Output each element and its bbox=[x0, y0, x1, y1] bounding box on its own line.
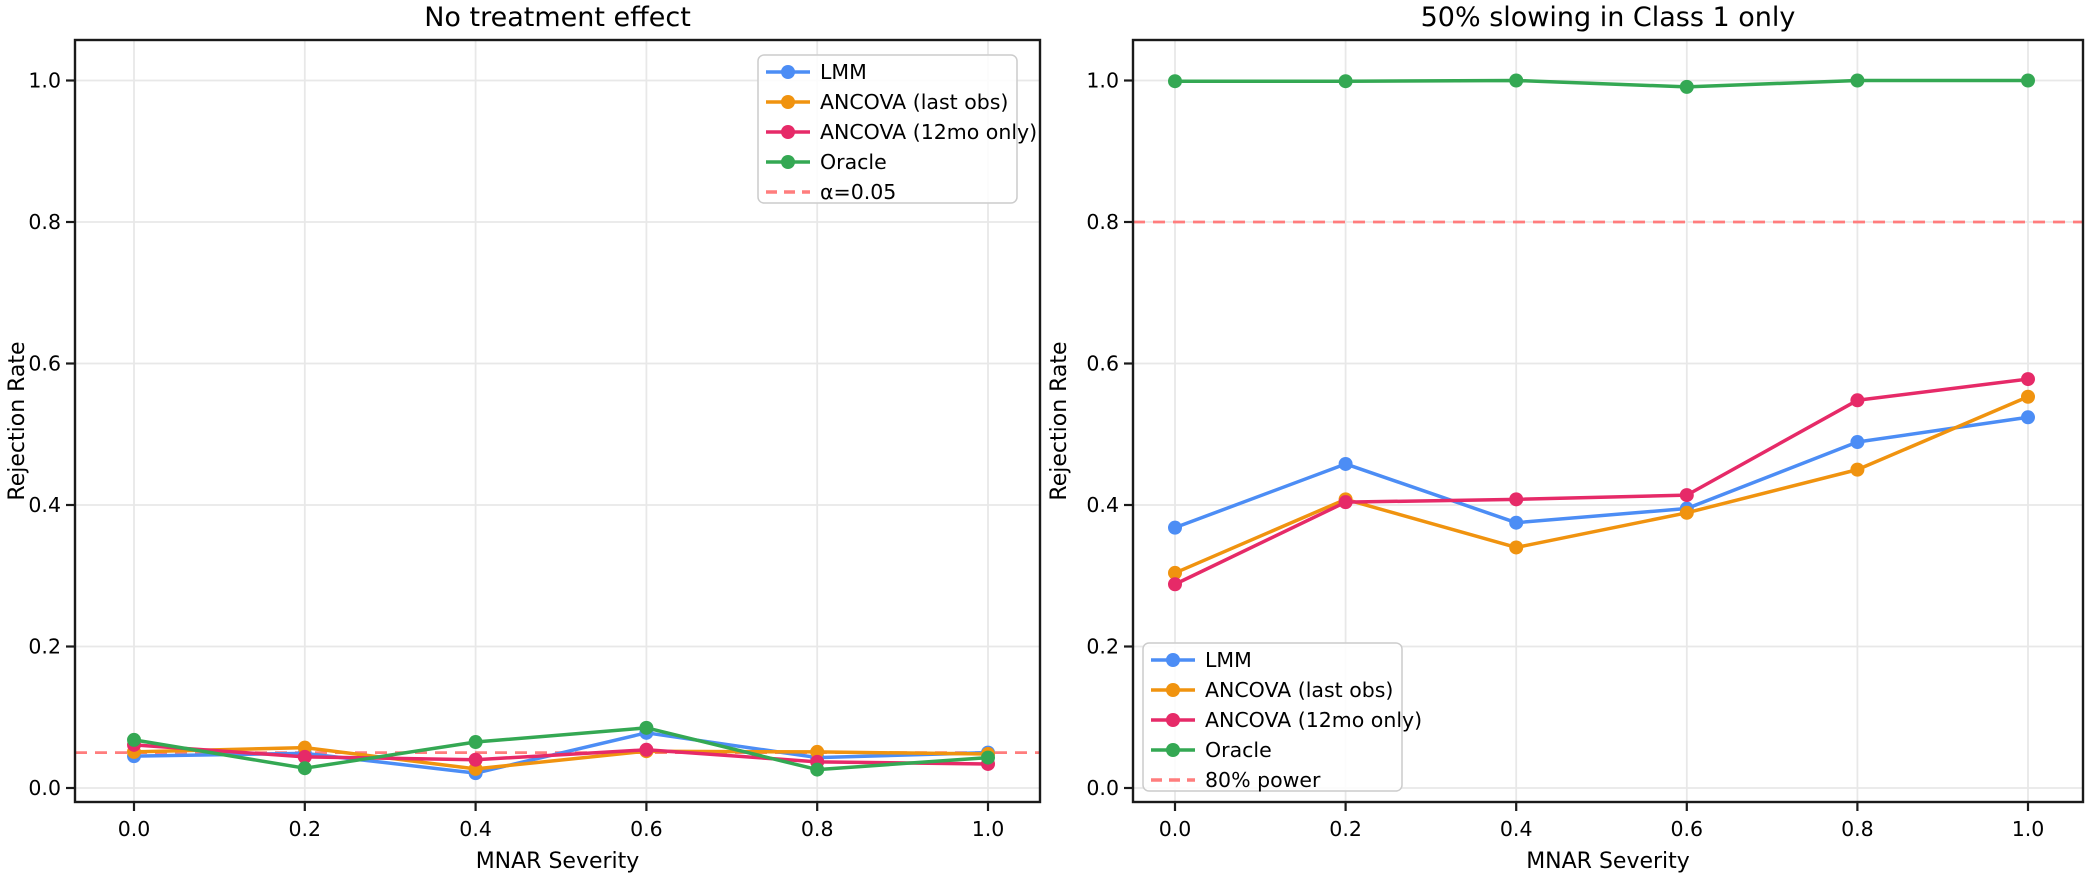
x-tick-label: 0.4 bbox=[1500, 817, 1533, 841]
series-ancova-12mo-only-line bbox=[132, 743, 990, 766]
x-tick-label: 0.2 bbox=[288, 817, 321, 841]
y-axis-label: Rejection Rate bbox=[1047, 341, 1072, 500]
series-ancova-last-obs-marker bbox=[2021, 389, 2035, 404]
x-tick-label: 0.6 bbox=[1670, 817, 1703, 841]
series-ancova-12mo-only-marker bbox=[297, 749, 312, 764]
series-oracle-marker bbox=[1679, 79, 1694, 94]
series-ancova-last-obs-marker bbox=[810, 744, 825, 759]
legend-label: ANCOVA (last obs) bbox=[1205, 678, 1393, 702]
x-axis-label: MNAR Severity bbox=[476, 849, 640, 874]
series-ancova-12mo-only-marker bbox=[639, 742, 654, 757]
series-ancova-last-obs-line bbox=[132, 745, 990, 771]
y-tick-label: 0.6 bbox=[28, 352, 61, 376]
legend: LMM ANCOVA (last obs) ANCOVA (12mo only) Or… bbox=[1142, 642, 1422, 792]
series-lmm-marker bbox=[1850, 435, 1865, 450]
x-axis-label: MNAR Severity bbox=[1526, 849, 1690, 874]
series-ancova-last-obs-marker bbox=[1509, 540, 1524, 555]
legend-label: α=0.05 bbox=[820, 180, 896, 204]
series-oracle bbox=[127, 720, 995, 777]
series-lmm bbox=[1168, 410, 2035, 535]
series-lmm-line bbox=[1173, 415, 2030, 530]
series-oracle-marker bbox=[639, 720, 654, 735]
y-tick-label: 1.0 bbox=[28, 69, 61, 93]
series-oracle-marker bbox=[1850, 73, 1865, 88]
series-oracle-marker bbox=[297, 761, 312, 776]
x-tick-label: 1.0 bbox=[972, 817, 1005, 841]
legend-label: Oracle bbox=[1205, 738, 1272, 762]
axes-spines bbox=[73, 38, 1042, 804]
y-tick-label: 0.8 bbox=[28, 210, 61, 234]
series-ancova-last-obs-marker bbox=[1679, 505, 1694, 520]
axis-ticks: 0.0 0.2 0.4 0.6 0.8 1.0 0.0 0.2 0.4 0.6 0.8 1.0 bbox=[1086, 69, 2044, 842]
series-oracle-marker bbox=[127, 732, 141, 747]
series-oracle-marker bbox=[1509, 73, 1524, 88]
series-ancova-12mo-only-marker bbox=[1850, 393, 1865, 408]
series-lmm-marker bbox=[2021, 410, 2035, 425]
left-chart-panel: 0.0 0.2 0.4 0.6 0.8 1.0 0.0 0.2 0.4 0.6 0.8 1.0 MNAR… bbox=[0, 0, 1042, 883]
axes-spines bbox=[1131, 38, 2085, 804]
series-lmm-marker bbox=[1509, 515, 1524, 530]
y-tick-label: 0.8 bbox=[1086, 210, 1119, 234]
series-lmm-marker bbox=[1338, 456, 1353, 471]
series-oracle bbox=[1168, 73, 2035, 94]
y-tick-label: 0.4 bbox=[28, 493, 61, 517]
legend: LMM ANCOVA (last obs) ANCOVA (12mo only) Or… bbox=[757, 54, 1037, 204]
x-tick-label: 0.0 bbox=[118, 817, 151, 841]
series-oracle-marker bbox=[468, 735, 483, 750]
series-ancova-12mo-only-marker bbox=[1679, 488, 1694, 503]
y-tick-label: 0.0 bbox=[1086, 776, 1119, 800]
legend-label: LMM bbox=[820, 60, 867, 84]
legend-box bbox=[1142, 642, 1403, 792]
series-oracle-marker bbox=[981, 750, 995, 765]
axis-ticks: 0.0 0.2 0.4 0.6 0.8 1.0 0.0 0.2 0.4 0.6 0.8 1.0 bbox=[28, 69, 1004, 842]
x-tick-label: 0.6 bbox=[630, 817, 663, 841]
series-ancova-12mo-only-marker bbox=[1338, 495, 1353, 510]
x-tick-label: 0.0 bbox=[1159, 817, 1192, 841]
series-oracle-marker bbox=[1168, 74, 1182, 89]
y-tick-label: 0.2 bbox=[28, 635, 61, 659]
y-tick-label: 0.2 bbox=[1086, 635, 1119, 659]
x-tick-label: 0.2 bbox=[1329, 817, 1362, 841]
y-tick-label: 0.6 bbox=[1086, 352, 1119, 376]
x-tick-label: 0.4 bbox=[459, 817, 492, 841]
series-oracle-marker bbox=[1338, 74, 1353, 89]
series-ancova-12mo-only-line bbox=[1173, 377, 2030, 586]
x-tick-label: 1.0 bbox=[2012, 817, 2045, 841]
legend-label: ANCOVA (12mo only) bbox=[820, 120, 1037, 144]
legend-box bbox=[757, 54, 1018, 204]
series-ancova-12mo-only-marker bbox=[2021, 372, 2035, 387]
series-oracle-marker bbox=[810, 762, 825, 777]
right-chart: 0.0 0.2 0.4 0.6 0.8 1.0 0.0 0.2 0.4 0.6 0.8 1.0 MNAR… bbox=[1042, 0, 2085, 883]
series-ancova-last-obs-marker bbox=[1168, 565, 1182, 580]
series-ancova-12mo-only-marker bbox=[1509, 492, 1524, 507]
y-tick-label: 0.0 bbox=[28, 776, 61, 800]
series-ancova-last-obs-marker bbox=[1850, 462, 1865, 477]
x-tick-label: 0.8 bbox=[801, 817, 834, 841]
series-ancova-12mo-only-marker bbox=[468, 752, 483, 767]
chart-title: No treatment effect bbox=[424, 2, 691, 33]
series-ancova-12mo-only bbox=[1168, 372, 2035, 592]
series-oracle-marker bbox=[2021, 73, 2035, 88]
y-tick-label: 0.4 bbox=[1086, 493, 1119, 517]
y-axis-label: Rejection Rate bbox=[5, 341, 30, 500]
series-ancova-last-obs-line bbox=[1173, 395, 2030, 575]
x-tick-label: 0.8 bbox=[1841, 817, 1874, 841]
legend-label: Oracle bbox=[820, 150, 887, 174]
grid-lines bbox=[75, 40, 1040, 802]
series-lmm-marker bbox=[1168, 520, 1182, 535]
legend-label: LMM bbox=[1205, 648, 1252, 672]
right-chart-panel: 0.0 0.2 0.4 0.6 0.8 1.0 0.0 0.2 0.4 0.6 0.8 1.0 MNAR… bbox=[1042, 0, 2085, 883]
series-oracle-line bbox=[132, 726, 990, 772]
legend-label: 80% power bbox=[1205, 768, 1321, 792]
series-oracle-line bbox=[1173, 78, 2030, 89]
chart-title: 50% slowing in Class 1 only bbox=[1421, 2, 1796, 33]
legend-label: ANCOVA (12mo only) bbox=[1205, 708, 1422, 732]
left-chart: 0.0 0.2 0.4 0.6 0.8 1.0 0.0 0.2 0.4 0.6 0.8 1.0 MNAR… bbox=[0, 0, 1042, 883]
y-tick-label: 1.0 bbox=[1086, 69, 1119, 93]
series-ancova-12mo-only-marker bbox=[1168, 577, 1182, 592]
legend-label: ANCOVA (last obs) bbox=[820, 90, 1008, 114]
